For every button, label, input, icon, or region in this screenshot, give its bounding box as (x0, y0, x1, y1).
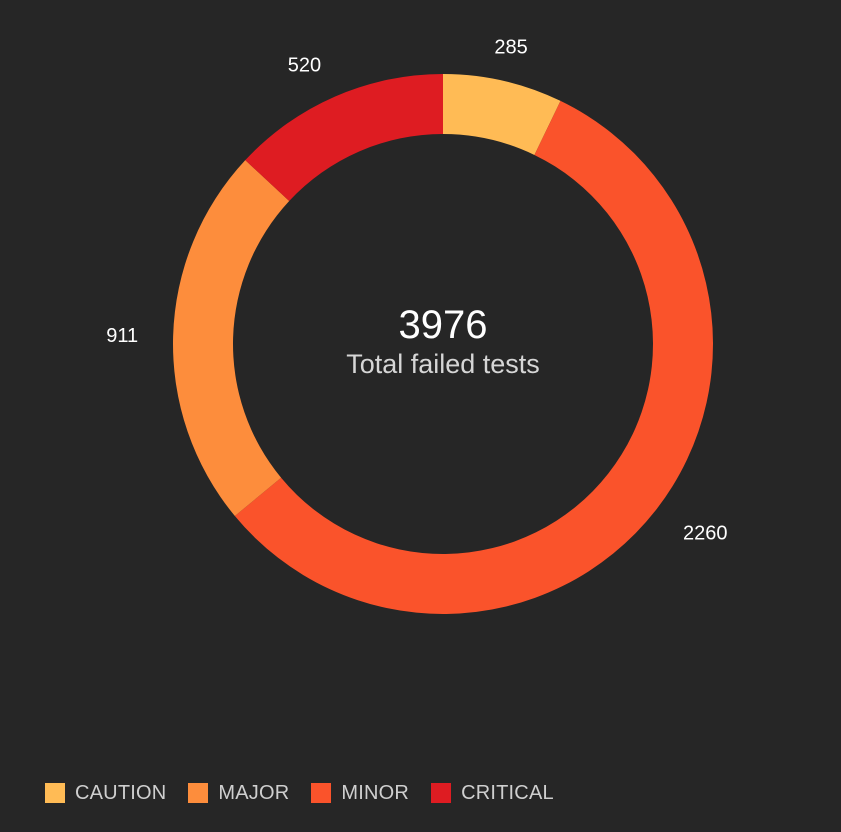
slice-label-critical: 520 (288, 54, 321, 76)
legend-label: CRITICAL (461, 781, 554, 804)
donut-chart: 285 2260 911 520 3976 Total failed tests (106, 37, 727, 615)
legend-item-minor[interactable]: MINOR (311, 782, 409, 805)
legend-swatch (431, 783, 452, 803)
legend-label: MAJOR (218, 781, 290, 804)
slice-major[interactable] (173, 160, 290, 516)
slice-critical[interactable] (245, 74, 443, 202)
total-caption: Total failed tests (346, 349, 540, 379)
slice-label-caution: 285 (494, 37, 527, 59)
donut-slices (173, 74, 714, 615)
slice-labels: 285 2260 911 520 (106, 37, 727, 545)
legend-item-caution[interactable]: CAUTION (45, 782, 166, 805)
legend-swatch (188, 783, 209, 803)
legend-swatch (45, 783, 65, 803)
legend-swatch (311, 783, 332, 803)
legend: CAUTION MAJOR MINOR CRITICAL (45, 780, 576, 806)
legend-item-major[interactable]: MAJOR (188, 782, 289, 805)
slice-caution[interactable] (443, 74, 561, 155)
legend-label: CAUTION (75, 781, 167, 804)
legend-item-critical[interactable]: CRITICAL (431, 782, 554, 805)
legend-label: MINOR (341, 781, 410, 804)
total-value: 3976 (399, 303, 488, 347)
slice-label-minor: 2260 (683, 522, 728, 544)
slice-label-major: 911 (106, 325, 138, 347)
